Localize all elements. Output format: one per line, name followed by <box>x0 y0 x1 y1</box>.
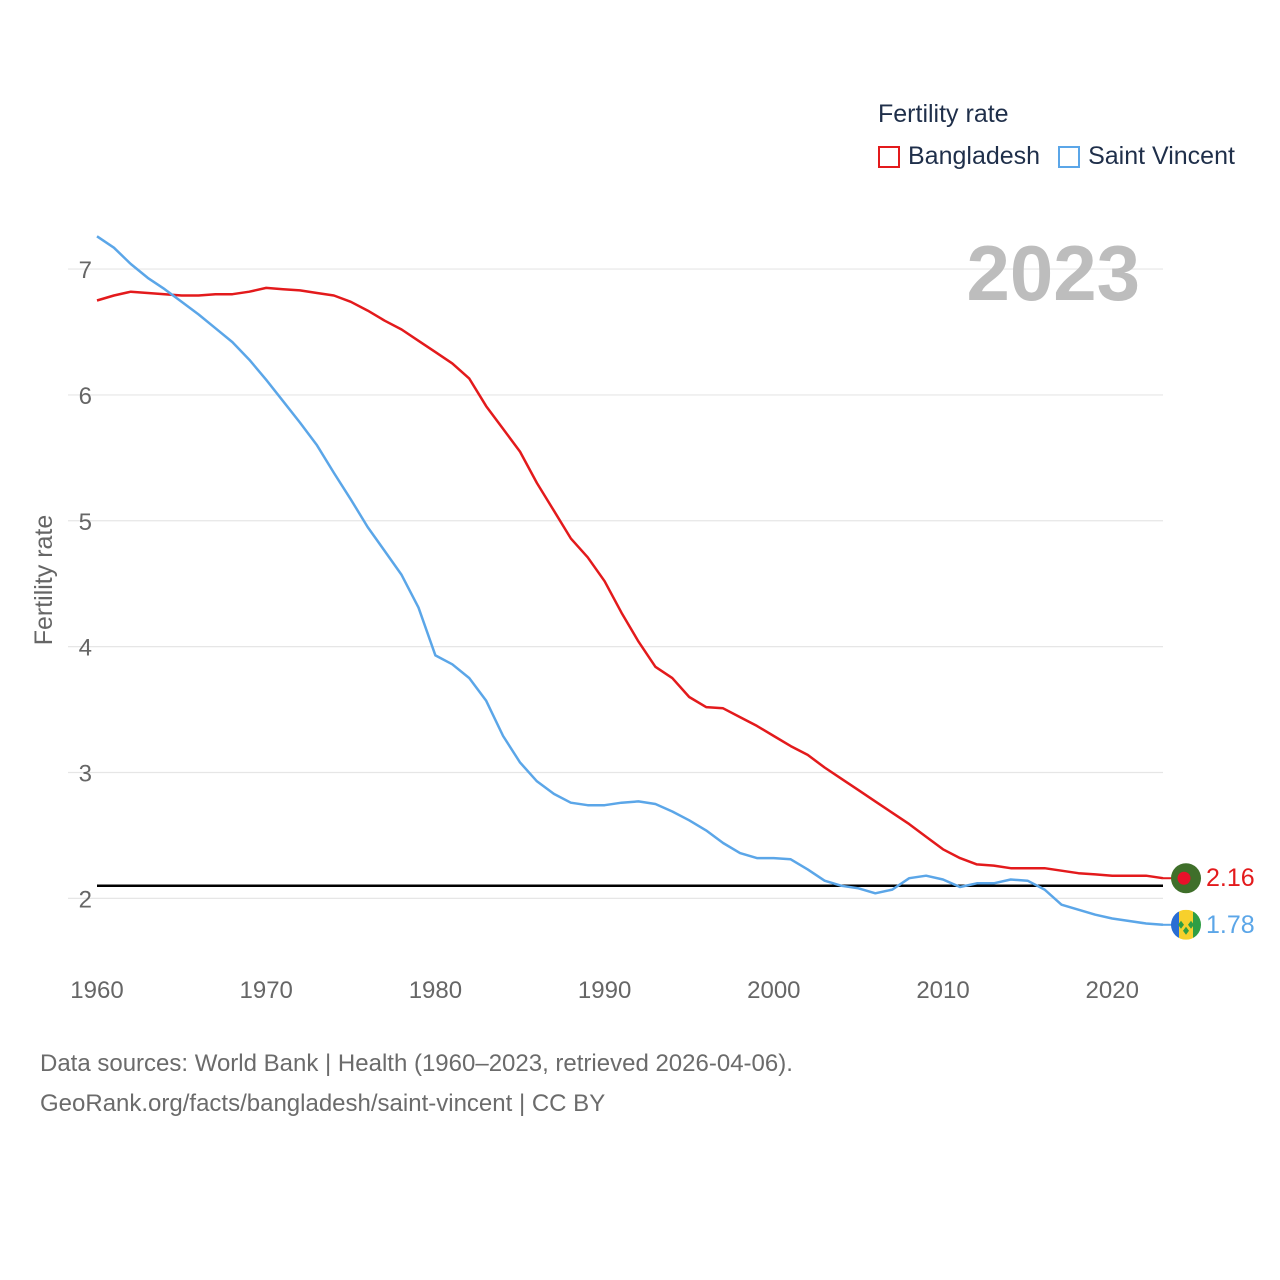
legend-label-saint-vincent: Saint Vincent <box>1088 142 1235 170</box>
y-tick-label: 7 <box>79 257 92 284</box>
x-tick-label: 2020 <box>1086 977 1139 1004</box>
legend-item-bangladesh[interactable]: Bangladesh <box>878 142 1040 171</box>
y-tick-label: 5 <box>79 509 92 536</box>
gridlines <box>68 268 1163 899</box>
x-tick-label: 1980 <box>409 977 462 1004</box>
fertility-rate-chart: 2 3 4 5 6 7 1960 1970 1980 1990 2000 2010 2020 Fert… <box>30 229 1255 1004</box>
x-tick-label: 1970 <box>240 977 293 1004</box>
source-note: Data sources: World Bank | Health (1960–… <box>40 1044 793 1124</box>
end-markers: 2.16 1.78 <box>1163 863 1255 940</box>
legend: Bangladesh Saint Vincent <box>878 142 1253 171</box>
y-axis-label: Fertility rate <box>30 515 58 646</box>
legend-label-bangladesh: Bangladesh <box>908 142 1041 170</box>
y-axis-ticks: 2 3 4 5 6 7 <box>79 257 92 913</box>
y-tick-label: 3 <box>79 761 92 788</box>
year-title: 2023 <box>966 229 1140 317</box>
flag-saint-vincent-icon <box>1171 909 1201 940</box>
legend-item-saint-vincent[interactable]: Saint Vincent <box>1058 142 1235 171</box>
end-value-label-saint-vincent: 1.78 <box>1206 911 1255 939</box>
x-axis-ticks: 1960 1970 1980 1990 2000 2010 2020 <box>70 977 1139 1004</box>
x-tick-label: 2010 <box>916 977 969 1004</box>
y-tick-label: 6 <box>79 383 92 410</box>
end-value-label-bangladesh: 2.16 <box>1206 864 1255 892</box>
x-tick-label: 1990 <box>578 977 631 1004</box>
flag-bangladesh-icon <box>1171 863 1201 894</box>
series-line-saint-vincent[interactable] <box>96 235 1164 927</box>
series-lines <box>96 235 1164 927</box>
source-line-1: Data sources: World Bank | Health (1960–… <box>40 1050 793 1077</box>
legend-title: Fertility rate <box>878 100 1009 128</box>
y-tick-label: 2 <box>79 886 92 913</box>
legend-swatch-saint-vincent <box>1058 145 1081 168</box>
legend-swatch-bangladesh <box>878 145 900 168</box>
series-line-bangladesh[interactable] <box>96 286 1164 880</box>
source-line-2[interactable]: GeoRank.org/facts/bangladesh/saint-vince… <box>40 1090 606 1117</box>
x-tick-label: 1960 <box>70 977 123 1004</box>
y-tick-label: 4 <box>79 635 92 662</box>
x-tick-label: 2000 <box>747 977 800 1004</box>
